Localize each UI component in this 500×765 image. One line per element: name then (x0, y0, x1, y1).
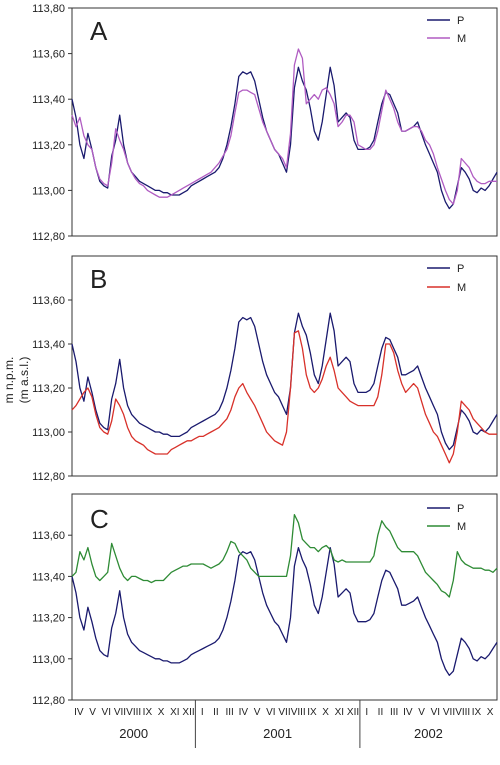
x-month-label: II (213, 707, 219, 718)
y-tick-label: 113,20 (32, 613, 65, 625)
x-month-label: V (254, 707, 261, 718)
panel-b-frame (71, 255, 498, 477)
panel-b: B 112,80 113,00 113,20 113,40 113,60 P M (32, 255, 498, 483)
y-tick-label: 113,00 (32, 654, 65, 666)
legend-p-label: P (457, 503, 464, 515)
x-year-label: 2002 (414, 726, 443, 741)
x-month-label: IX (143, 707, 153, 718)
y-tick-label: 112,80 (32, 471, 65, 483)
panel-a: A 112,80 113,00 113,20 113,40 113,60 113,80 P… (32, 3, 498, 243)
x-month-label: XII (182, 707, 194, 718)
x-month-label: X (487, 707, 494, 718)
x-month-label: I (365, 707, 368, 718)
series-line-p (71, 312, 498, 451)
x-month-label: IX (307, 707, 317, 718)
legend-m-label: M (457, 33, 466, 45)
x-month-label: IV (74, 707, 84, 718)
x-month-label: VI (102, 707, 111, 718)
x-month-label: VIII (126, 707, 141, 718)
y-tick-label: 113,60 (32, 530, 65, 542)
series-line-m (71, 513, 498, 598)
y-tick-label: 113,00 (32, 185, 65, 197)
y-tick-label: 113,40 (32, 94, 65, 106)
y-tick-label: 113,40 (32, 571, 65, 583)
panel-c-legend: P M (427, 503, 466, 533)
x-month-label: VI (431, 707, 440, 718)
x-month-label: VII (278, 707, 290, 718)
x-month-label: V (89, 707, 96, 718)
y-tick-label: 113,60 (32, 295, 65, 307)
panel-b-legend: P M (427, 263, 466, 294)
x-month-label: IX (472, 707, 482, 718)
y-axis-label-line1: m n.p.m. (2, 357, 16, 404)
x-month-label: IV (403, 707, 413, 718)
panel-a-frame (71, 7, 498, 237)
panel-c-frame (71, 493, 498, 701)
x-month-label: XI (335, 707, 344, 718)
x-month-label: VIII (291, 707, 306, 718)
x-month-label: VII (114, 707, 126, 718)
x-month-label: VIII (455, 707, 470, 718)
x-month-label: III (225, 707, 233, 718)
panel-b-letter: B (90, 264, 107, 294)
x-month-label: XI (170, 707, 179, 718)
y-tick-label: 113,20 (32, 140, 65, 152)
x-month-label: VI (266, 707, 275, 718)
legend-m-label: M (457, 282, 466, 294)
series-line-p (71, 66, 498, 210)
y-tick-label: 112,80 (32, 231, 65, 243)
y-tick-label: 113,40 (32, 339, 65, 351)
legend-p-label: P (457, 263, 464, 275)
x-month-label: VII (443, 707, 455, 718)
panel-a-legend: P M (427, 15, 466, 45)
y-tick-label: 113,60 (32, 49, 65, 61)
x-axis: IV V VI VII VIII IX X XI XII I II III IV V VI VII VIII IX… (74, 700, 494, 748)
series-line-p (71, 546, 498, 676)
x-year-label: 2000 (119, 726, 148, 741)
x-month-label: X (322, 707, 329, 718)
x-month-label: II (378, 707, 384, 718)
legend-p-label: P (457, 15, 464, 27)
legend-m-label: M (457, 521, 466, 533)
y-tick-label: 112,80 (32, 695, 65, 707)
x-month-label: XII (347, 707, 359, 718)
y-axis-label-line2: (m a.s.l.) (17, 357, 31, 404)
x-month-label: III (390, 707, 398, 718)
panel-a-letter: A (90, 16, 108, 46)
series-line-m (71, 330, 497, 464)
y-tick-label: 113,00 (32, 427, 65, 439)
x-month-label: IV (239, 707, 249, 718)
y-tick-label: 113,80 (32, 3, 65, 15)
x-month-label: I (201, 707, 204, 718)
y-tick-label: 113,20 (32, 383, 65, 395)
x-month-label: X (158, 707, 165, 718)
x-year-label: 2001 (263, 726, 292, 741)
panel-c-letter: C (90, 504, 109, 534)
panel-c: C 112,80 113,00 113,20 113,40 113,60 P M (32, 493, 498, 707)
x-month-label: V (418, 707, 425, 718)
series-line-m (71, 48, 497, 205)
